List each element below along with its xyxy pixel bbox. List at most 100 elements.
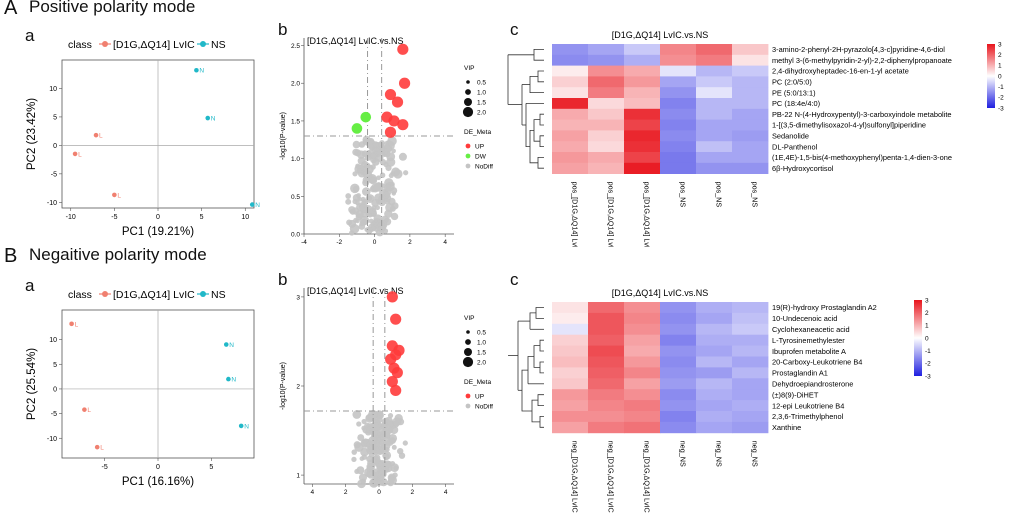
heatmap-cell <box>588 356 625 368</box>
colorbar-tick-label: -3 <box>998 105 1004 112</box>
heatmap-cell <box>732 141 769 153</box>
heatmap-cell <box>552 323 589 336</box>
pca-point <box>249 202 255 207</box>
nodiff-point <box>370 164 376 170</box>
nodiff-point <box>390 212 399 221</box>
size-legend-label: 2.0 <box>477 360 486 367</box>
heatmap-cell <box>660 98 697 110</box>
nodiff-point <box>345 193 352 199</box>
nodiff-point <box>382 191 391 199</box>
heatmap-cell <box>732 378 769 390</box>
heatmap-row-label: 1-[(3,5-dimethylisoxazol-4-yl)sulfonyl]p… <box>772 121 926 130</box>
dendrogram-branch <box>539 416 544 428</box>
nodiff-point <box>378 198 386 207</box>
legend-title: class <box>68 289 92 301</box>
y-tick-label: 2 <box>296 384 300 391</box>
x-tick-label: 4 <box>443 239 447 246</box>
size-legend-dot <box>466 330 470 334</box>
heatmap-cell <box>624 44 661 56</box>
size-legend-title: VIP <box>464 65 474 72</box>
heatmap-cell <box>732 345 769 357</box>
heatmap-cell <box>660 65 697 77</box>
nodiff-point <box>383 184 392 192</box>
heatmap-cell <box>732 76 769 88</box>
size-legend-label: 1.0 <box>477 340 486 347</box>
heatmap-cell <box>588 152 625 164</box>
color-legend-label: NoDiff <box>475 164 493 171</box>
y-tick-label: -10 <box>47 200 57 207</box>
color-legend-dot <box>465 393 471 399</box>
nodiff-point <box>371 211 377 217</box>
colorbar <box>987 44 995 108</box>
x-tick-label: 2 <box>344 489 348 496</box>
heatmap-cell <box>552 130 589 142</box>
nodiff-point <box>370 152 378 159</box>
color-legend-label: UP <box>475 394 484 401</box>
dendrogram-branch <box>535 307 544 319</box>
heatmap-cell <box>624 356 661 368</box>
nodiff-point <box>390 187 398 195</box>
x-tick-label: 0 <box>377 489 381 496</box>
heatmap-cell <box>588 400 625 412</box>
volcano-chart-negative: [D1G,ΔQ14] LvIC.vs.NS42024123log2(Fold C… <box>280 286 493 496</box>
heatmap-cell <box>696 389 733 401</box>
heatmap-cell <box>696 312 733 325</box>
nodiff-point <box>357 156 366 165</box>
pca-point-label: L <box>75 321 79 328</box>
color-legend-label: DW <box>475 154 487 161</box>
heatmap-cell <box>732 421 769 434</box>
heatmap-cell <box>624 152 661 164</box>
heatmap-column-label: neg_NS <box>679 441 688 467</box>
colorbar-tick-label: 0 <box>998 73 1002 80</box>
nodiff-point <box>356 168 362 174</box>
y-tick-label: 0 <box>53 386 57 393</box>
heatmap-title: [D1G,ΔQ14] LvIC.vs.NS <box>612 30 709 40</box>
nodiff-point <box>356 421 362 427</box>
nodiff-point <box>391 148 396 154</box>
heatmap-cell <box>624 119 661 131</box>
heatmap-cell <box>588 302 625 314</box>
heatmap-cell <box>552 119 589 131</box>
heatmap-cell <box>660 54 697 66</box>
heatmap-cell <box>696 162 733 174</box>
heatmap-cell <box>732 312 769 325</box>
heatmap-cell <box>624 302 661 314</box>
y-tick-label: 0 <box>53 143 57 150</box>
nodiff-point <box>381 148 388 156</box>
heatmap-cell <box>660 421 697 434</box>
nodiff-point <box>375 445 385 455</box>
x-tick-label: 0 <box>156 464 160 471</box>
heatmap-cell <box>624 378 661 390</box>
nodiff-point <box>376 175 381 181</box>
heatmap-row-label: 12-epi Leukotriene B4 <box>772 401 844 410</box>
y-axis-label: PC2 (23.42%) <box>26 98 38 170</box>
down-point <box>360 111 372 123</box>
nodiff-point <box>368 415 374 422</box>
heatmap-cell <box>660 130 697 142</box>
heatmap-cell <box>696 356 733 368</box>
heatmap-row-label: PB-22 N-(4-Hydroxypentyl)-3-carboxyindol… <box>772 110 952 119</box>
nodiff-point <box>354 468 360 475</box>
heatmap-cell <box>732 323 769 336</box>
colorbar-tick-label: 0 <box>925 335 929 342</box>
color-legend-dot <box>465 153 471 159</box>
heatmap-cell <box>588 411 625 423</box>
size-legend-label: 1.0 <box>477 90 486 97</box>
y-tick-label: -10 <box>47 436 57 443</box>
heatmap-cell <box>732 44 769 56</box>
nodiff-point <box>345 198 352 205</box>
heatmap-cell <box>660 108 697 120</box>
colorbar-tick-label: -2 <box>998 95 1004 102</box>
pca-point <box>226 376 231 382</box>
heatmap-cell <box>552 54 589 66</box>
nodiff-point <box>367 223 376 232</box>
nodiff-point <box>346 219 352 226</box>
heatmap-cell <box>624 162 661 174</box>
heatmap-cell <box>696 44 733 56</box>
heatmap-column-label: pos_NS <box>715 182 724 208</box>
section-a-heatmap-letter: c <box>510 20 519 39</box>
heatmap-cell <box>660 302 697 314</box>
dendrogram-branch <box>533 345 540 368</box>
size-legend-label: 1.5 <box>477 350 486 357</box>
volcano-title: [D1G,ΔQ14] LvIC.vs.NS <box>307 286 404 296</box>
